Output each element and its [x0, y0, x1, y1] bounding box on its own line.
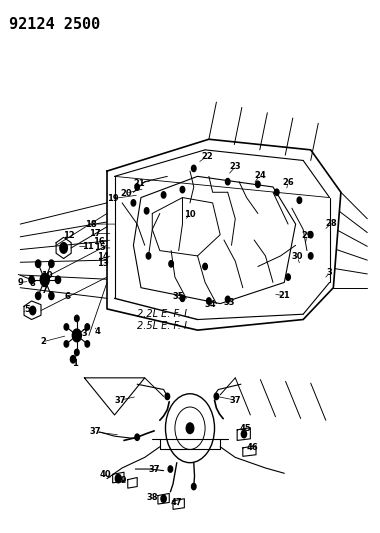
Text: 7: 7: [42, 286, 48, 295]
Text: 35: 35: [172, 292, 184, 301]
Text: 20: 20: [120, 189, 132, 198]
Circle shape: [286, 274, 290, 280]
Text: 14: 14: [97, 253, 109, 262]
Text: 39: 39: [116, 475, 127, 484]
Circle shape: [214, 393, 218, 400]
Text: 2: 2: [40, 337, 46, 346]
Circle shape: [135, 434, 139, 440]
Text: 34: 34: [205, 300, 217, 309]
Circle shape: [165, 393, 169, 400]
Text: 15: 15: [94, 244, 106, 253]
Circle shape: [30, 306, 36, 315]
Circle shape: [144, 208, 149, 214]
Circle shape: [64, 341, 69, 347]
Text: 38: 38: [147, 492, 158, 502]
Circle shape: [192, 483, 196, 490]
Text: 10: 10: [184, 210, 196, 219]
Text: 23: 23: [230, 163, 241, 171]
Text: 21: 21: [279, 291, 290, 300]
Circle shape: [207, 298, 211, 304]
Circle shape: [115, 474, 121, 483]
Text: 11: 11: [82, 242, 94, 251]
Text: 9: 9: [17, 278, 23, 287]
Circle shape: [256, 181, 260, 188]
Circle shape: [180, 295, 185, 302]
Text: 92124 2500: 92124 2500: [9, 17, 100, 33]
Circle shape: [169, 261, 173, 267]
Circle shape: [135, 184, 139, 190]
Circle shape: [309, 231, 313, 238]
Text: 30: 30: [292, 253, 303, 262]
Circle shape: [180, 187, 185, 193]
Circle shape: [146, 253, 151, 259]
Text: 33: 33: [224, 298, 235, 307]
Circle shape: [85, 341, 90, 347]
Text: 37: 37: [90, 427, 101, 437]
Circle shape: [162, 192, 166, 198]
Text: 40: 40: [99, 471, 111, 479]
Circle shape: [161, 495, 166, 503]
Circle shape: [309, 253, 313, 259]
Text: 3: 3: [81, 329, 87, 338]
Text: 8: 8: [29, 279, 35, 288]
Text: 1: 1: [72, 359, 78, 367]
Text: 10: 10: [41, 271, 52, 280]
Text: 26: 26: [282, 178, 294, 187]
Circle shape: [186, 423, 194, 433]
Circle shape: [60, 243, 67, 253]
Text: 45: 45: [240, 424, 252, 433]
Text: 28: 28: [326, 219, 337, 228]
Text: 16: 16: [93, 237, 105, 246]
Circle shape: [49, 260, 54, 268]
Circle shape: [131, 200, 136, 206]
Circle shape: [225, 179, 230, 185]
Circle shape: [168, 466, 173, 472]
Circle shape: [70, 356, 76, 363]
Circle shape: [274, 189, 279, 196]
Text: 21: 21: [133, 179, 145, 188]
Circle shape: [192, 165, 196, 172]
Circle shape: [64, 324, 69, 330]
Circle shape: [85, 324, 90, 330]
Circle shape: [55, 276, 61, 284]
Circle shape: [35, 260, 41, 268]
Text: 22: 22: [201, 152, 213, 161]
Circle shape: [225, 296, 230, 303]
Circle shape: [29, 276, 34, 284]
Text: 46: 46: [246, 443, 258, 453]
Text: 6: 6: [65, 292, 70, 301]
Text: 29: 29: [301, 231, 313, 240]
Text: 24: 24: [254, 171, 266, 180]
Circle shape: [35, 292, 41, 300]
Circle shape: [297, 197, 302, 204]
Circle shape: [74, 316, 79, 321]
Circle shape: [74, 349, 79, 356]
Circle shape: [40, 273, 49, 286]
Circle shape: [49, 292, 54, 300]
Text: 13: 13: [97, 260, 108, 268]
Text: 2.2L E. F. I.
2.5L E. F. I.: 2.2L E. F. I. 2.5L E. F. I.: [137, 309, 190, 330]
Text: 47: 47: [170, 498, 182, 507]
Text: 4: 4: [95, 327, 101, 336]
Text: 18: 18: [86, 220, 97, 229]
Circle shape: [72, 329, 81, 342]
Text: 12: 12: [63, 231, 74, 240]
Text: 37: 37: [114, 395, 126, 405]
Text: 19: 19: [107, 194, 119, 203]
Circle shape: [203, 263, 207, 270]
Text: 5: 5: [24, 305, 30, 314]
Text: 17: 17: [89, 229, 101, 238]
Circle shape: [241, 430, 247, 438]
Text: 37: 37: [149, 465, 160, 473]
Text: 37: 37: [230, 395, 241, 405]
Text: 3: 3: [327, 268, 332, 277]
